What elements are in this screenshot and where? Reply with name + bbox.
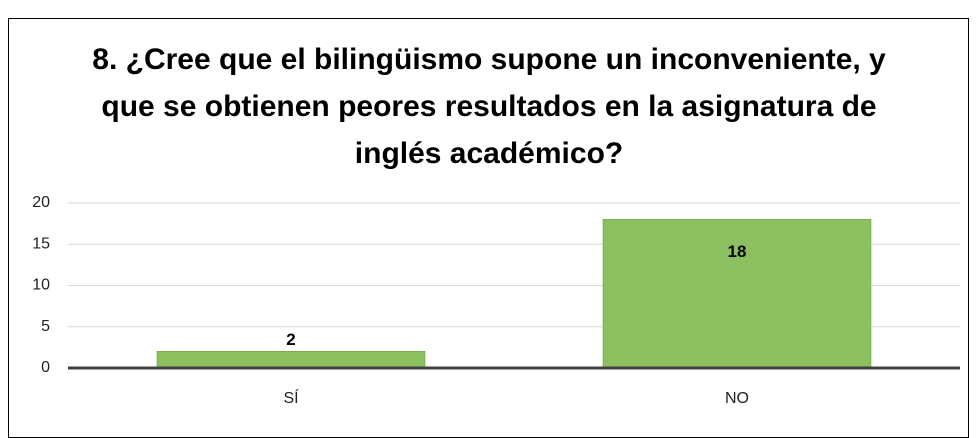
- y-tick-label: 5: [41, 318, 50, 335]
- y-tick-label: 20: [32, 194, 50, 211]
- chart-title: 8. ¿Cree que el bilingüismo supone un in…: [92, 43, 886, 170]
- page: 8. ¿Cree que el bilingüismo supone un in…: [8, 18, 969, 438]
- bar: [602, 219, 872, 369]
- chart: 0 5 10 15 20 SÍ 2 NO 18: [32, 194, 960, 407]
- x-tick-label: SÍ: [283, 388, 299, 407]
- x-tick-label: NO: [725, 390, 749, 407]
- y-tick-label: 10: [32, 277, 50, 294]
- y-tick-label: 0: [41, 359, 50, 376]
- data-label: 18: [728, 242, 747, 261]
- data-label: 2: [286, 330, 295, 349]
- y-tick-label: 15: [32, 235, 50, 252]
- bar: [156, 351, 426, 369]
